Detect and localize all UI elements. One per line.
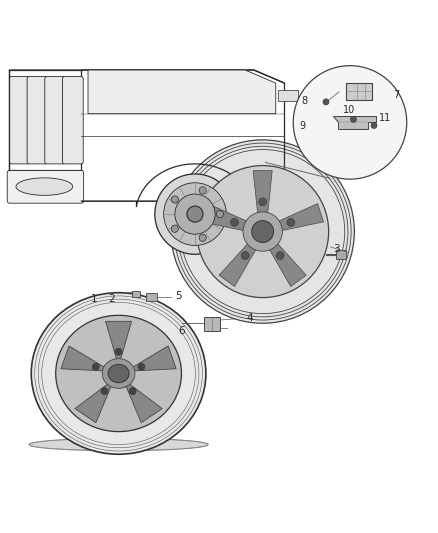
Polygon shape — [131, 346, 176, 371]
Text: 5: 5 — [175, 292, 182, 301]
Circle shape — [293, 66, 407, 179]
Circle shape — [243, 212, 283, 251]
FancyBboxPatch shape — [10, 77, 30, 164]
Circle shape — [276, 252, 284, 260]
Circle shape — [115, 348, 122, 355]
Polygon shape — [332, 116, 376, 129]
FancyBboxPatch shape — [146, 293, 157, 301]
Circle shape — [259, 198, 267, 206]
Circle shape — [129, 387, 136, 394]
Polygon shape — [278, 90, 297, 101]
Circle shape — [216, 211, 223, 217]
Circle shape — [171, 196, 178, 203]
Polygon shape — [75, 383, 112, 423]
FancyBboxPatch shape — [336, 251, 346, 259]
Text: 2: 2 — [109, 294, 115, 304]
Ellipse shape — [108, 364, 129, 383]
FancyBboxPatch shape — [204, 317, 220, 331]
Text: 6: 6 — [179, 326, 185, 336]
Circle shape — [164, 183, 226, 245]
Circle shape — [199, 187, 206, 194]
Polygon shape — [125, 383, 162, 423]
Circle shape — [171, 225, 178, 232]
Ellipse shape — [31, 293, 206, 454]
Text: 1: 1 — [91, 294, 98, 304]
Text: 7: 7 — [393, 91, 399, 100]
FancyBboxPatch shape — [27, 77, 48, 164]
Circle shape — [155, 174, 235, 254]
FancyBboxPatch shape — [45, 77, 66, 164]
Polygon shape — [253, 171, 272, 216]
Text: 10: 10 — [343, 105, 355, 115]
FancyBboxPatch shape — [7, 171, 84, 203]
Circle shape — [199, 234, 206, 241]
Circle shape — [287, 219, 295, 227]
Ellipse shape — [56, 316, 181, 432]
Circle shape — [197, 166, 328, 297]
Polygon shape — [276, 204, 324, 231]
Circle shape — [171, 140, 354, 323]
Circle shape — [187, 206, 203, 222]
Polygon shape — [219, 241, 257, 286]
Circle shape — [371, 123, 377, 128]
Circle shape — [138, 363, 145, 370]
Polygon shape — [202, 204, 249, 231]
Polygon shape — [106, 321, 131, 361]
Circle shape — [350, 116, 357, 123]
FancyBboxPatch shape — [63, 77, 83, 164]
Text: 3: 3 — [333, 244, 339, 254]
Ellipse shape — [16, 178, 73, 195]
Circle shape — [175, 194, 215, 234]
Polygon shape — [88, 70, 276, 114]
Ellipse shape — [29, 439, 208, 451]
Text: 4: 4 — [246, 313, 253, 323]
Text: 11: 11 — [379, 112, 391, 123]
Circle shape — [230, 219, 238, 227]
Ellipse shape — [102, 359, 135, 389]
Text: 8: 8 — [301, 96, 307, 107]
Circle shape — [323, 99, 329, 105]
Polygon shape — [268, 241, 306, 286]
Circle shape — [92, 363, 99, 370]
Circle shape — [101, 387, 108, 394]
Polygon shape — [61, 346, 106, 371]
Circle shape — [252, 221, 274, 243]
FancyBboxPatch shape — [132, 291, 141, 297]
FancyBboxPatch shape — [346, 83, 372, 100]
Circle shape — [241, 252, 249, 260]
Text: 9: 9 — [300, 121, 306, 131]
